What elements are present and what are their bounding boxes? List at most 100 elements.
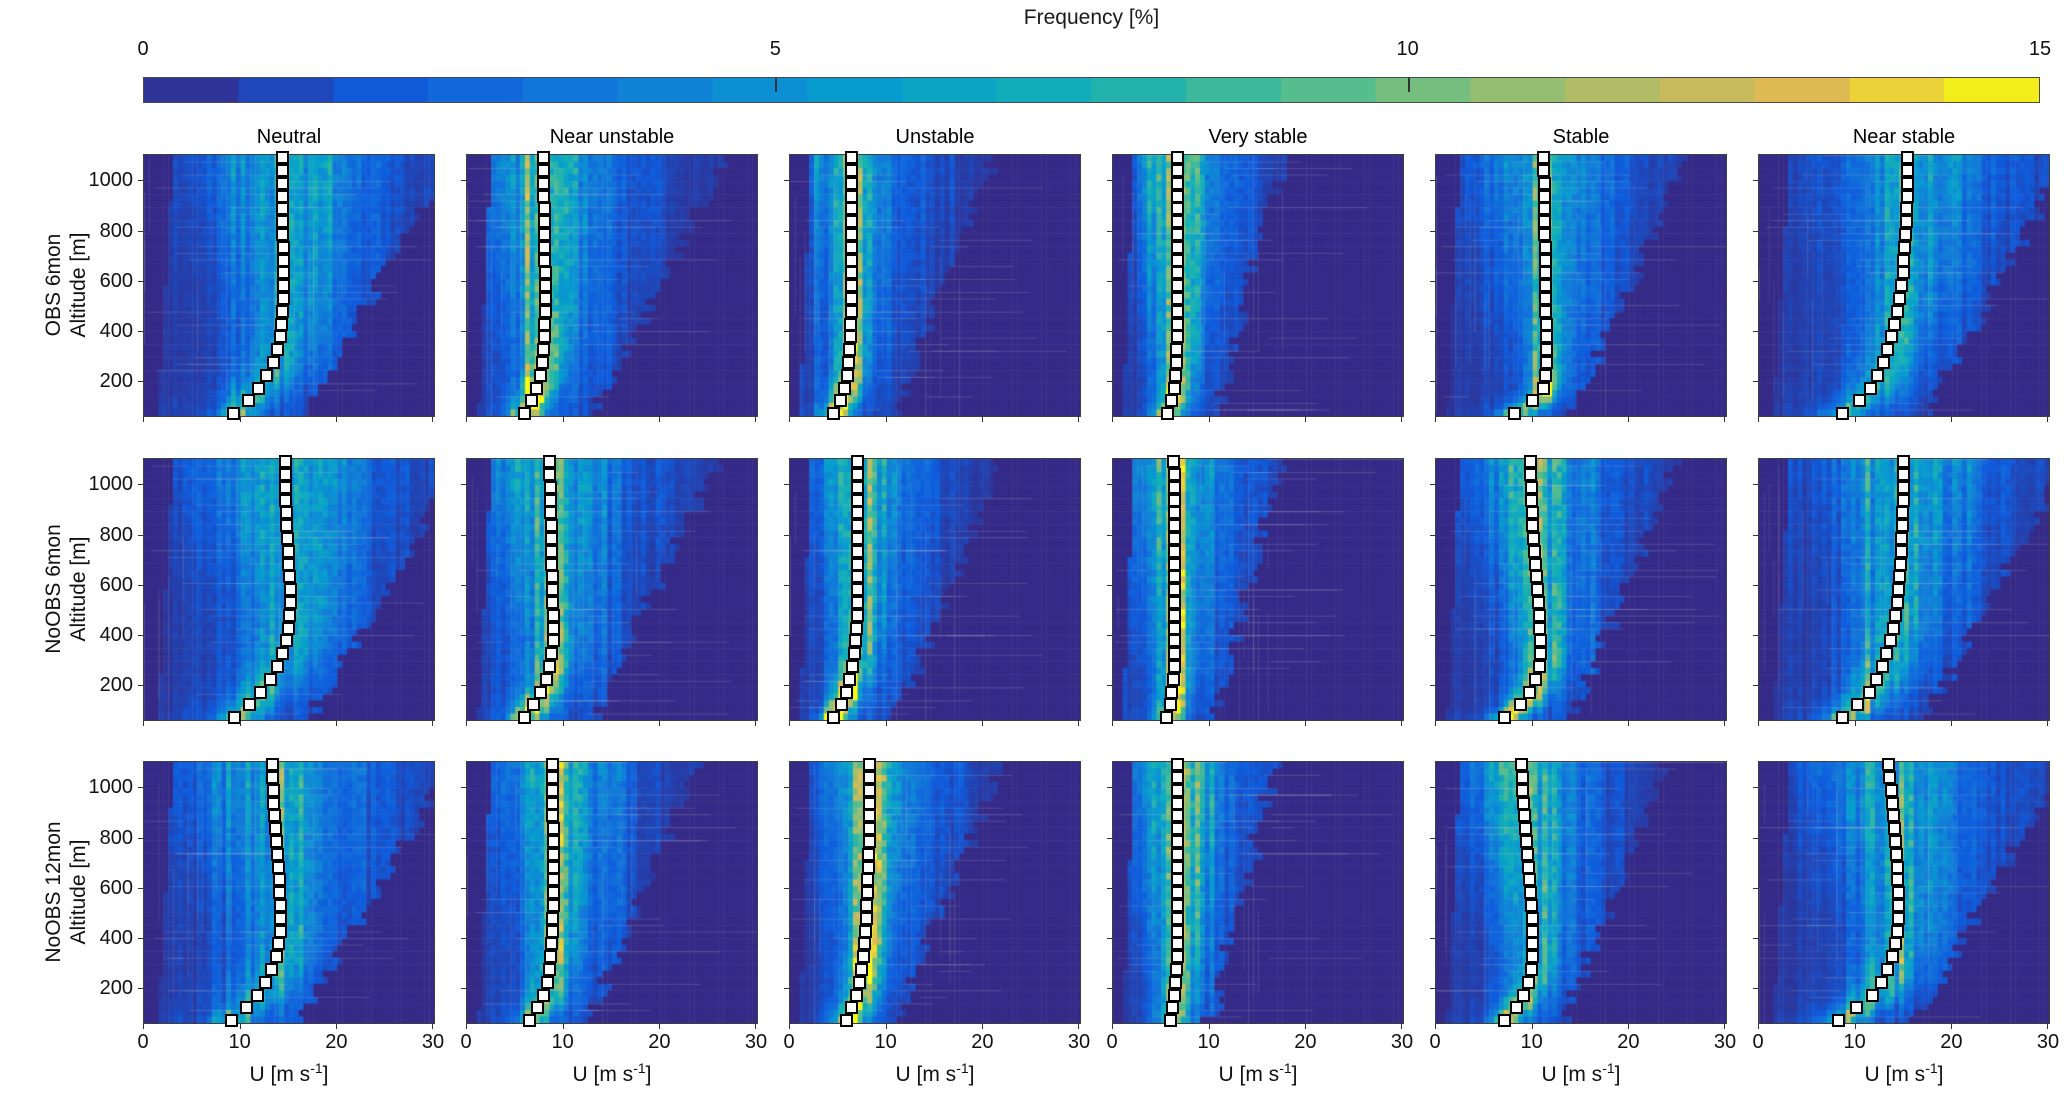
mean-profile-marker (1513, 698, 1527, 712)
mean-profile-marker (1538, 266, 1552, 280)
x-axis-label-text: U [m s (249, 1063, 311, 1086)
x-axis-label-exponent: -1 (956, 1060, 969, 1076)
colorbar (143, 77, 2040, 103)
mean-profile-marker (273, 911, 287, 925)
y-tick-label: 400 (99, 623, 133, 646)
x-tick-label: 0 (783, 1031, 795, 1053)
y-tickmark (138, 887, 143, 889)
mean-profile-marker (1862, 685, 1876, 699)
mean-profile-marker (845, 292, 859, 306)
mean-profile-marker (843, 330, 857, 344)
mean-profile-marker (275, 164, 289, 178)
colorbar-tickmark (775, 78, 778, 92)
mean-profile-marker (545, 583, 559, 597)
x-tickmark (1628, 721, 1630, 726)
column-title-2: Unstable (895, 126, 975, 148)
column-title-1: Near unstable (549, 126, 675, 148)
x-tickmark (1435, 721, 1436, 726)
mean-profile-marker (545, 783, 559, 797)
y-tickmark (138, 787, 143, 789)
y-tickmark (461, 484, 466, 486)
mean-profile-marker (1507, 407, 1521, 421)
mean-profile-marker (1167, 480, 1181, 494)
x-tick-label: 30 (2036, 1031, 2060, 1053)
mean-profile-marker (1538, 368, 1552, 382)
colorbar-tick-labels: 0 5 10 15 (0, 38, 2067, 62)
y-tick-label: 800 (99, 523, 133, 546)
x-tickmark (1531, 1024, 1533, 1029)
mean-profile-marker (1171, 809, 1185, 823)
mean-profile-marker (851, 557, 865, 571)
y-tickmark (1753, 634, 1758, 636)
y-tickmark (1107, 381, 1112, 383)
mean-profile-marker (1880, 647, 1894, 661)
mean-profile-marker (1170, 343, 1184, 357)
x-tick-label: 20 (971, 1031, 994, 1053)
mean-profile-marker (1531, 596, 1545, 610)
x-tickmark (982, 417, 984, 422)
y-tickmark (1107, 634, 1112, 636)
mean-profile-marker (1525, 493, 1539, 507)
mean-profile-marker (538, 266, 552, 280)
x-tickmark (885, 1024, 887, 1029)
mean-profile-marker (542, 660, 556, 674)
colorbar-tick-label: 10 (1396, 38, 1419, 60)
y-tickmark (784, 584, 789, 586)
heatmap-canvas-r1c2 (789, 458, 1081, 721)
y-tick-label: 800 (99, 826, 133, 849)
mean-profile-marker (1529, 557, 1543, 571)
mean-profile-marker (1882, 758, 1895, 772)
y-tickmark (138, 634, 143, 636)
mean-profile-marker (280, 532, 294, 546)
mean-profile-marker (268, 822, 282, 836)
y-tickmark (461, 584, 466, 586)
mean-profile-marker (1522, 860, 1536, 874)
x-tickmark (1401, 417, 1402, 422)
x-axis-label-close: ] (322, 1063, 329, 1086)
x-axis-label: U [m s-1] (143, 1060, 435, 1087)
x-tickmark (432, 417, 433, 422)
x-tick-label: 10 (1197, 1031, 1220, 1053)
x-tick-label: 30 (1390, 1031, 1414, 1053)
mean-profile-marker (1171, 886, 1185, 900)
mean-profile-marker (826, 711, 840, 725)
mean-profile-marker (276, 279, 290, 293)
colorbar-tick-label: 0 (137, 38, 149, 60)
mean-profile-marker (1539, 292, 1553, 306)
x-axis-label: U [m s-1] (466, 1060, 758, 1087)
x-tickmark (1951, 721, 1953, 726)
mean-profile-marker (546, 873, 560, 887)
mean-profile-marker (1885, 796, 1899, 810)
mean-profile-marker (536, 988, 550, 1002)
mean-profile-marker (1523, 685, 1537, 699)
x-tickmark (239, 721, 241, 726)
x-tickmark (1078, 417, 1079, 422)
mean-profile-marker (278, 493, 292, 507)
mean-profile-marker (1530, 570, 1543, 584)
mean-profile-marker (862, 847, 876, 861)
mean-profile-marker (862, 835, 876, 849)
mean-profile-marker (536, 164, 550, 178)
mean-profile-marker (281, 544, 295, 558)
x-tickmark (562, 721, 564, 726)
y-tickmark (1430, 330, 1435, 332)
mean-profile-marker (1160, 407, 1174, 421)
y-tickmark (461, 330, 466, 332)
mean-profile-marker (1171, 873, 1185, 887)
heatmap-panel-r1c3 (1107, 455, 1404, 726)
heatmap-panel-r2c1 (461, 758, 758, 1029)
mean-profile-marker (839, 1014, 853, 1028)
mean-profile-marker (239, 1001, 253, 1015)
mean-profile-marker (1171, 151, 1185, 165)
mean-profile-marker (1168, 647, 1182, 661)
y-tickmark (1430, 230, 1435, 232)
mean-profile-marker (535, 356, 549, 370)
mean-profile-marker (845, 215, 859, 229)
mean-profile-marker (1168, 506, 1182, 520)
mean-profile-marker (1171, 304, 1185, 318)
mean-profile-marker (1528, 544, 1542, 558)
x-axis-label-exponent: -1 (1925, 1060, 1938, 1076)
x-tickmark (659, 721, 661, 726)
mean-profile-marker (1517, 988, 1531, 1002)
mean-profile-marker (260, 368, 274, 382)
